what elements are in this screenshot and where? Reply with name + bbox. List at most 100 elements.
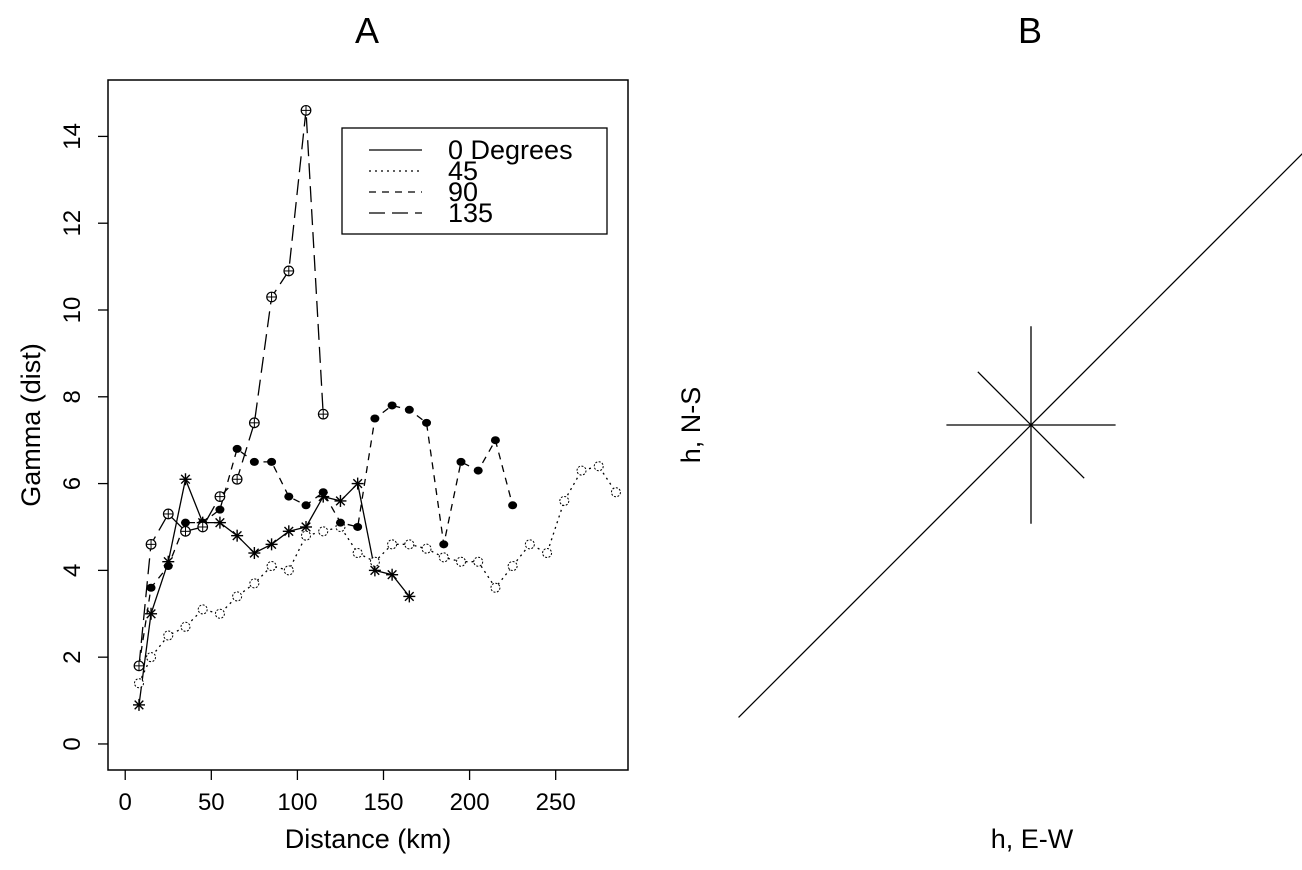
series-45	[133, 461, 621, 689]
y-tick-label: 2	[59, 650, 86, 663]
data-point	[267, 457, 277, 466]
data-point	[266, 561, 277, 572]
data-point	[490, 582, 501, 593]
data-point	[163, 630, 174, 641]
data-point	[353, 522, 363, 531]
data-point	[421, 543, 432, 554]
legend-entry-label: 135	[448, 198, 493, 228]
data-point	[301, 501, 311, 510]
data-point	[559, 495, 570, 506]
data-point	[214, 491, 226, 503]
y-tick-label: 10	[59, 297, 86, 324]
series-90	[134, 401, 518, 670]
data-point	[369, 556, 380, 567]
x-tick-label: 200	[450, 789, 490, 816]
data-point	[438, 552, 449, 563]
data-point	[473, 466, 483, 475]
data-point	[146, 652, 157, 663]
y-tick-label: 4	[59, 564, 86, 577]
y-tick-label: 8	[59, 390, 86, 403]
data-point	[180, 621, 191, 632]
data-point	[456, 457, 466, 466]
data-point	[387, 401, 397, 410]
data-point	[351, 477, 364, 490]
series-line	[138, 465, 617, 684]
series-line	[138, 404, 514, 666]
data-point	[370, 414, 380, 423]
data-point	[179, 473, 192, 486]
y-tick-label: 12	[59, 210, 86, 237]
data-point	[610, 487, 621, 498]
data-point	[284, 492, 294, 501]
data-point	[404, 539, 415, 550]
data-point	[133, 660, 145, 672]
data-point	[473, 556, 484, 567]
data-point	[318, 488, 328, 497]
data-point	[215, 505, 225, 514]
legend-entry-label: 90	[448, 177, 478, 207]
panel-a-title: A	[355, 10, 379, 51]
panel-a-plot-frame	[107, 79, 629, 771]
data-point	[508, 501, 518, 510]
data-point	[265, 538, 278, 551]
legend-entry-label: 0 Degrees	[448, 135, 573, 165]
data-point	[133, 678, 144, 689]
data-point	[455, 556, 466, 567]
data-point	[197, 604, 208, 615]
data-point	[232, 444, 242, 453]
data-point	[145, 538, 157, 550]
data-point	[180, 518, 190, 527]
data-point	[231, 529, 244, 542]
y-tick-label: 14	[59, 123, 86, 150]
data-point	[490, 436, 500, 445]
data-point	[368, 564, 381, 577]
series-135	[133, 104, 329, 672]
data-point	[146, 583, 156, 592]
y-tick-label: 6	[59, 477, 86, 490]
data-point	[404, 405, 414, 414]
data-point	[387, 539, 398, 550]
data-point	[231, 473, 243, 485]
data-point	[214, 608, 225, 619]
panel-b-y-label: h, N-S	[676, 387, 706, 464]
x-tick-label: 250	[536, 789, 576, 816]
data-point	[213, 516, 226, 529]
panel-b: B h, E-W h, N-S	[676, 10, 1302, 854]
data-point	[439, 540, 449, 549]
data-point	[283, 265, 295, 277]
x-tick-label: 150	[363, 789, 403, 816]
panel-a: A 0 50 100 150 200 250 0 2 4 6 8 10 12 14 Distance (k…	[16, 10, 629, 854]
panel-b-x-label: h, E-W	[991, 824, 1074, 854]
data-point	[249, 457, 259, 466]
data-point	[248, 417, 260, 429]
data-point	[335, 518, 345, 527]
x-axis-label: Distance (km)	[285, 824, 452, 854]
series-0-degrees	[132, 473, 416, 711]
data-point	[300, 104, 312, 116]
series-line	[138, 476, 410, 705]
data-point	[403, 590, 416, 603]
y-axis-label: Gamma (dist)	[16, 343, 46, 507]
data-point	[266, 291, 277, 303]
legend-entry-label: 45	[448, 156, 478, 186]
panel-b-title: B	[1018, 10, 1042, 51]
data-point	[593, 461, 604, 472]
data-point	[576, 465, 587, 476]
data-point	[180, 525, 191, 537]
x-tick-label: 0	[119, 789, 132, 816]
data-point	[282, 525, 295, 538]
data-point	[507, 561, 518, 572]
data-point	[317, 408, 329, 420]
data-point	[542, 548, 553, 559]
data-point	[197, 521, 209, 533]
data-point	[132, 698, 145, 711]
data-point	[318, 526, 329, 537]
data-point	[232, 591, 243, 602]
data-point	[386, 568, 399, 581]
y-tick-label: 0	[59, 737, 86, 750]
data-point	[283, 565, 294, 576]
data-point	[163, 562, 173, 571]
data-point	[422, 418, 432, 427]
